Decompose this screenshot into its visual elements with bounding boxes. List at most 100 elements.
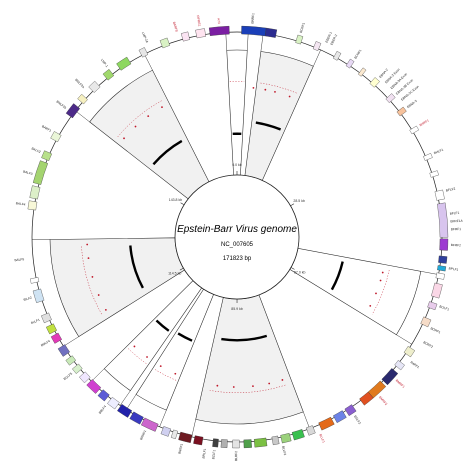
track-mark-7: [369, 304, 372, 307]
gene-block-17: [437, 265, 447, 272]
genome-inner-ring: [174, 174, 300, 300]
gene-block-28: [333, 410, 347, 424]
sector-arc-7: [152, 139, 183, 166]
gene-block-15: [439, 238, 449, 251]
gene-label-22: BaRF1: [410, 360, 421, 369]
sector-arc-2: [330, 261, 344, 291]
sector-connector-6-0: [63, 336, 79, 347]
gene-label-39: BALF4: [16, 201, 26, 206]
gene-block-14: [437, 202, 449, 238]
gene-block-8: [385, 93, 396, 104]
gene-block-23: [394, 360, 405, 371]
gene-label-46: LMP-2A: [141, 31, 150, 44]
gene-block-42: [160, 426, 171, 437]
gene-block-36: [232, 439, 240, 449]
scale-tick-label-2: 57.0 kb: [294, 271, 306, 275]
sector-connector-1-0: [260, 33, 264, 52]
gene-block-2: [295, 34, 304, 45]
sector-connector-5-1: [91, 368, 105, 382]
gene-label-33: BBLF4: [98, 404, 107, 414]
gene-block-31: [291, 429, 305, 441]
gene-label-13: BFLF2: [445, 187, 455, 193]
gene-label-25: BSLF2: [353, 415, 362, 426]
sector-track-4: [154, 369, 177, 381]
gene-label-30: BRLF1: [202, 448, 207, 459]
gene-block-68: [138, 47, 149, 58]
gene-block-48: [86, 379, 102, 394]
sector-connector-4-1: [126, 394, 137, 410]
gene-block-71: [195, 28, 206, 39]
sector-arc-3: [221, 334, 268, 342]
gene-label-1: BCRF1: [299, 22, 306, 33]
sector-connector-5-0: [119, 390, 131, 406]
gene-block-72: [208, 25, 230, 36]
track-mark-20: [87, 257, 90, 260]
gene-label-48: RPMS1: [196, 15, 202, 27]
gene-block-32: [280, 432, 292, 444]
sector-arc-5: [155, 319, 170, 332]
sector-connector-7-0: [75, 110, 90, 123]
gene-block-13: [434, 189, 445, 201]
gene-block-30: [305, 425, 316, 436]
scale-tick-label-5: 143.8 kb: [169, 198, 182, 202]
gene-label-32: BKRF1: [139, 429, 147, 440]
gene-block-1: [264, 27, 278, 38]
gene-block-57: [29, 277, 40, 284]
gene-block-65: [88, 80, 101, 93]
track-mark-0: [252, 87, 255, 89]
gene-block-11: [423, 153, 433, 161]
gene-block-59: [29, 185, 41, 200]
gene-block-18: [435, 272, 445, 280]
gene-label-34: BGLF5: [63, 371, 74, 381]
gene-label-18: BPLF1: [448, 266, 458, 271]
gene-block-67: [116, 56, 132, 71]
gene-block-60: [32, 160, 49, 185]
gene-block-62: [50, 131, 62, 143]
scale-tick-layer: 0.0 kb 28.5 kb 57.0 kb 85.9 kb 114.5 kb 143.8…: [168, 163, 305, 311]
gene-block-61: [41, 150, 53, 161]
scale-tick-label-4: 114.5 kb: [168, 271, 181, 275]
sector-connector-3-0: [303, 411, 310, 429]
gene-label-36: BcLF1: [30, 318, 40, 325]
track-mark-6: [375, 292, 377, 295]
gene-block-64: [77, 93, 88, 105]
gene-label-5: EBNA-2: [378, 68, 389, 79]
gene-block-54: [45, 323, 57, 335]
sector-connector-2-1: [396, 334, 412, 345]
sector-track-7: [117, 100, 162, 138]
track-mark-21: [86, 243, 89, 246]
sector-connector-4-0: [159, 410, 167, 427]
gene-label-0: BNRF1: [250, 13, 255, 24]
gene-label-35: BDLF4: [40, 339, 51, 347]
gene-block-5: [345, 58, 355, 69]
gene-block-34: [253, 437, 268, 448]
gene-block-27: [344, 404, 357, 417]
gene-block-63: [65, 103, 81, 119]
gene-label-43: BNLF2b: [56, 100, 68, 110]
gene-label-14: BFLF1: [450, 211, 460, 216]
gene-block-9: [396, 106, 407, 117]
gene-block-3: [312, 41, 322, 52]
scale-tick-label-0: 0.0 kb: [232, 163, 242, 167]
scale-tick-label-3: 85.9 kb: [231, 307, 243, 311]
track-mark-24: [147, 115, 150, 118]
gene-block-19: [431, 282, 443, 299]
gene-block-40: [178, 431, 193, 444]
gene-label-45: LMP-1: [100, 58, 109, 68]
gene-block-10: [409, 125, 420, 135]
gene-block-22: [403, 346, 416, 358]
track-mark-11: [232, 386, 235, 388]
gene-label-26: BLLF1: [318, 433, 325, 443]
track-mark-13: [174, 372, 177, 375]
track-mark-4: [381, 271, 384, 274]
gene-block-52: [57, 344, 70, 357]
gene-block-4: [332, 50, 342, 61]
gene-label-38: BALF5: [14, 257, 24, 262]
scale-tick-2: [290, 267, 295, 270]
sector-arc-4: [177, 332, 193, 342]
gene-block-21: [420, 316, 432, 328]
gene-label-49: A73: [217, 18, 221, 24]
sector-arc-6: [129, 245, 144, 289]
track-mark-25: [161, 106, 163, 109]
gene-block-55: [41, 312, 52, 324]
